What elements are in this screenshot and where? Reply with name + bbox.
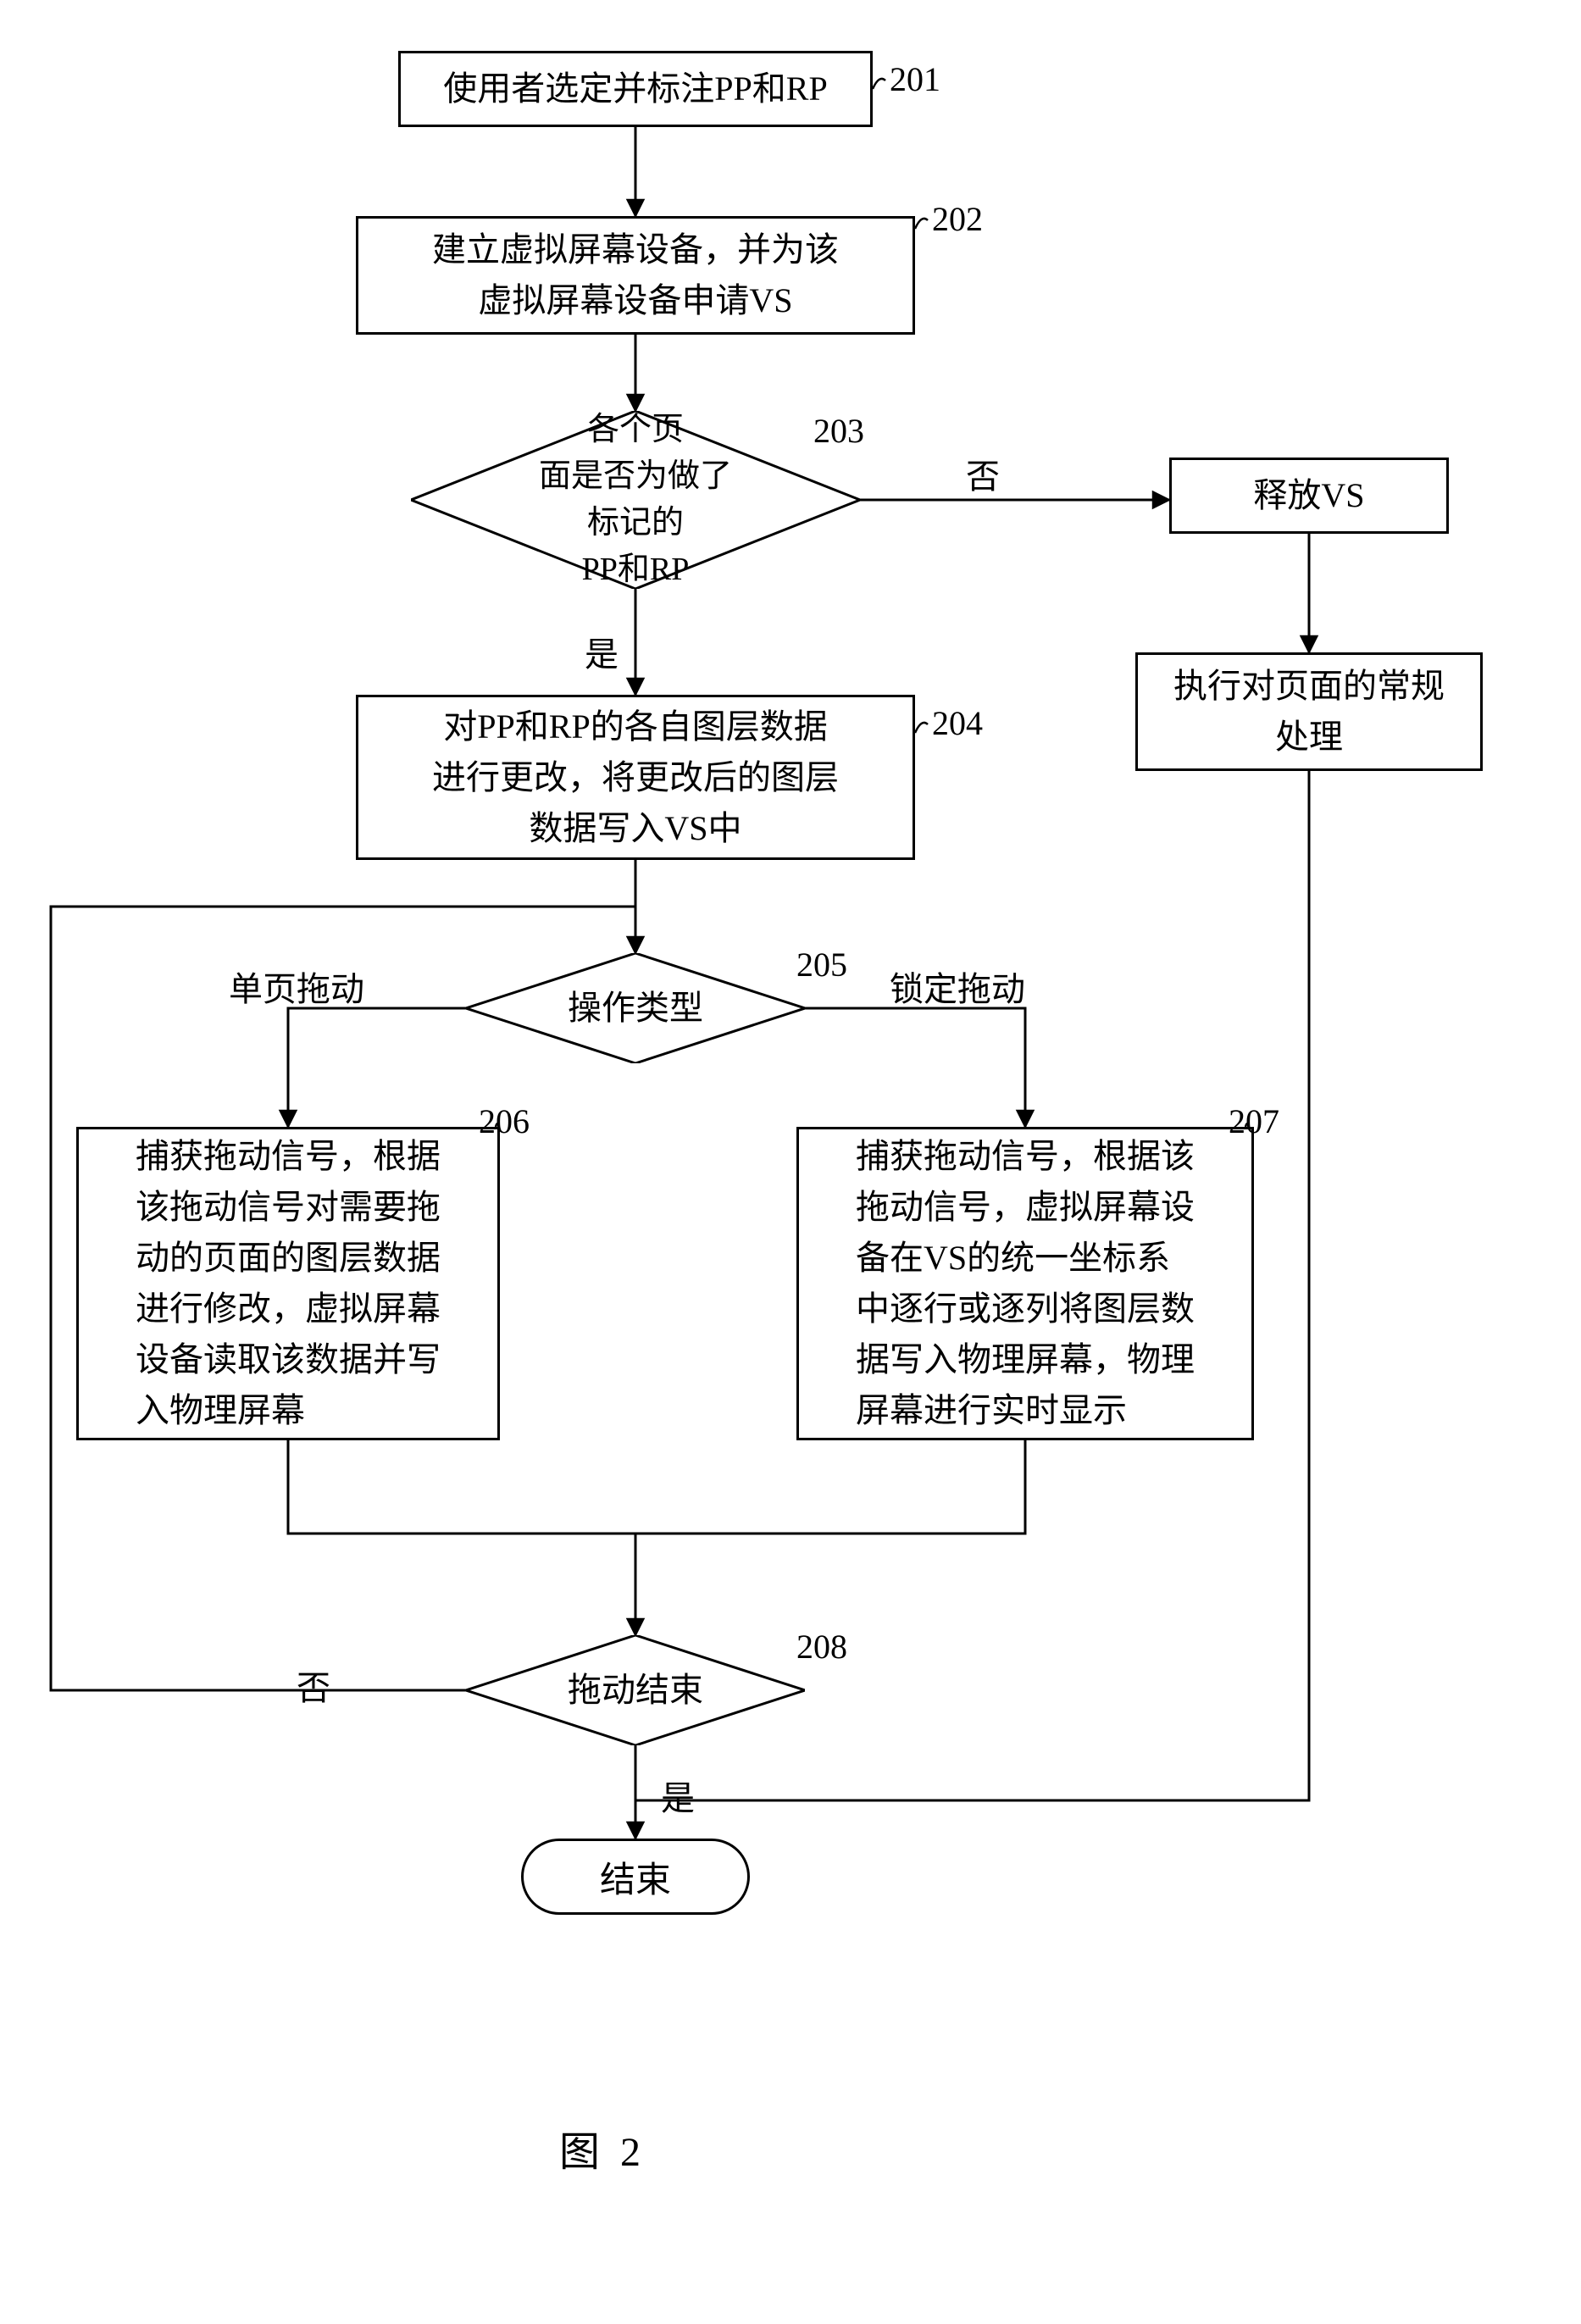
node-release-vs: 释放VS (1169, 458, 1449, 534)
flowchart-canvas: 使用者选定并标注PP和RP 建立虚拟屏幕设备，并为该 虚拟屏幕设备申请VS 各个… (34, 34, 1547, 2290)
node-203: 各个页 面是否为做了标记的 PP和RP (411, 411, 860, 589)
node-201: 使用者选定并标注PP和RP (398, 51, 873, 127)
node-normal-process-text: 执行对页面的常规 处理 (1173, 661, 1445, 763)
node-normal-process: 执行对页面的常规 处理 (1135, 652, 1483, 771)
label-yes-208: 是 (661, 1771, 695, 1820)
ref-202: 202 (932, 199, 983, 239)
ref-203: 203 (813, 411, 864, 451)
ref-204: 204 (932, 703, 983, 743)
node-207-text: 捕获拖动信号，根据该 拖动信号，虚拟屏幕设 备在VS的统一坐标系 中逐行或逐列将… (856, 1131, 1195, 1436)
ref-208: 208 (796, 1627, 847, 1667)
label-no-203: 否 (966, 449, 1000, 498)
node-205: 操作类型 (466, 953, 805, 1063)
ref-206: 206 (479, 1101, 530, 1141)
node-end: 结束 (521, 1839, 750, 1915)
node-208-text: 拖动结束 (568, 1666, 703, 1715)
node-204-text: 对PP和RP的各自图层数据 进行更改，将更改后的图层 数据写入VS中 (432, 702, 839, 854)
ref-205: 205 (796, 945, 847, 985)
node-206: 捕获拖动信号，根据 该拖动信号对需要拖 动的页面的图层数据 进行修改，虚拟屏幕 … (76, 1127, 500, 1440)
label-single-drag: 单页拖动 (229, 962, 364, 1011)
node-206-text: 捕获拖动信号，根据 该拖动信号对需要拖 动的页面的图层数据 进行修改，虚拟屏幕 … (136, 1131, 441, 1436)
figure-caption: 图 2 (559, 2118, 646, 2177)
node-202: 建立虚拟屏幕设备，并为该 虚拟屏幕设备申请VS (356, 216, 915, 335)
label-yes-203: 是 (585, 627, 619, 676)
node-207: 捕获拖动信号，根据该 拖动信号，虚拟屏幕设 备在VS的统一坐标系 中逐行或逐列将… (796, 1127, 1254, 1440)
node-201-text: 使用者选定并标注PP和RP (443, 64, 827, 114)
label-lock-drag: 锁定拖动 (890, 962, 1025, 1011)
ref-207: 207 (1229, 1101, 1279, 1141)
node-205-text: 操作类型 (568, 984, 703, 1033)
node-208: 拖动结束 (466, 1635, 805, 1745)
node-203-text: 各个页 面是否为做了标记的 PP和RP (524, 407, 748, 593)
label-no-208: 否 (297, 1661, 330, 1710)
node-release-vs-text: 释放VS (1253, 470, 1364, 521)
node-204: 对PP和RP的各自图层数据 进行更改，将更改后的图层 数据写入VS中 (356, 695, 915, 860)
ref-201: 201 (890, 59, 940, 99)
node-202-text: 建立虚拟屏幕设备，并为该 虚拟屏幕设备申请VS (432, 225, 839, 326)
node-end-text: 结束 (600, 1851, 671, 1903)
